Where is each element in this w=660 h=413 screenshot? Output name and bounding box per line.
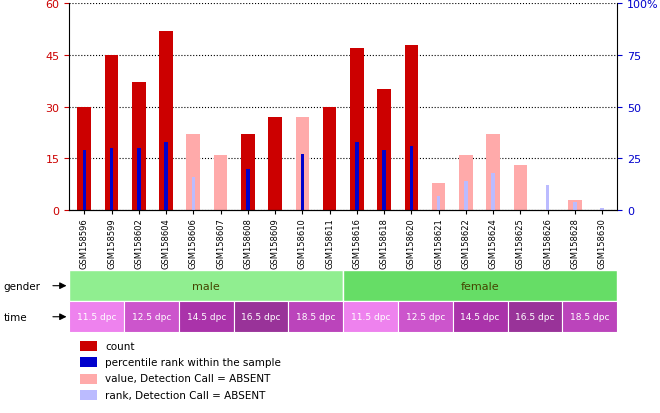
Bar xyxy=(568,200,581,211)
Bar xyxy=(492,173,495,211)
Bar xyxy=(191,178,195,211)
Bar xyxy=(110,149,114,211)
Bar xyxy=(69,301,124,332)
Bar xyxy=(432,183,446,211)
Bar xyxy=(164,142,168,211)
Text: female: female xyxy=(461,281,500,291)
Text: 14.5 dpc: 14.5 dpc xyxy=(187,313,226,321)
Bar xyxy=(508,301,562,332)
Bar xyxy=(382,151,386,211)
Bar xyxy=(137,149,141,211)
Bar xyxy=(81,374,96,384)
Bar xyxy=(81,390,96,400)
Text: 11.5 dpc: 11.5 dpc xyxy=(77,313,116,321)
Text: value, Detection Call = ABSENT: value, Detection Call = ABSENT xyxy=(105,373,271,383)
Bar xyxy=(132,83,146,211)
Text: count: count xyxy=(105,341,135,351)
Text: 14.5 dpc: 14.5 dpc xyxy=(461,313,500,321)
Bar xyxy=(234,301,288,332)
Bar xyxy=(410,147,413,211)
Text: 12.5 dpc: 12.5 dpc xyxy=(406,313,445,321)
Bar xyxy=(343,271,617,301)
Bar xyxy=(486,135,500,211)
Text: 12.5 dpc: 12.5 dpc xyxy=(132,313,171,321)
Text: 18.5 dpc: 18.5 dpc xyxy=(296,313,335,321)
Text: 16.5 dpc: 16.5 dpc xyxy=(242,313,280,321)
Bar xyxy=(81,341,96,351)
Bar xyxy=(601,209,604,211)
Bar xyxy=(124,301,179,332)
Bar xyxy=(398,301,453,332)
Bar xyxy=(296,118,309,211)
Text: 16.5 dpc: 16.5 dpc xyxy=(515,313,554,321)
Bar xyxy=(355,142,358,211)
Bar xyxy=(246,169,249,211)
Bar xyxy=(459,156,473,211)
Bar xyxy=(159,32,173,211)
Bar xyxy=(453,301,508,332)
Text: 18.5 dpc: 18.5 dpc xyxy=(570,313,609,321)
Text: percentile rank within the sample: percentile rank within the sample xyxy=(105,357,280,367)
Text: time: time xyxy=(3,312,27,322)
Bar xyxy=(513,166,527,211)
Bar xyxy=(288,301,343,332)
Bar xyxy=(464,182,467,211)
Bar xyxy=(241,135,255,211)
Bar xyxy=(214,156,228,211)
Bar xyxy=(378,90,391,211)
Bar xyxy=(179,301,234,332)
Bar xyxy=(268,118,282,211)
Bar xyxy=(77,107,91,211)
Bar xyxy=(105,56,118,211)
Bar xyxy=(300,155,304,211)
Bar xyxy=(573,202,577,211)
Bar xyxy=(546,186,549,211)
Bar xyxy=(562,301,617,332)
Bar xyxy=(350,49,364,211)
Bar xyxy=(437,196,440,211)
Text: rank, Detection Call = ABSENT: rank, Detection Call = ABSENT xyxy=(105,390,265,400)
Text: gender: gender xyxy=(3,281,40,291)
Text: male: male xyxy=(192,281,220,291)
Bar xyxy=(323,107,337,211)
Bar xyxy=(405,45,418,211)
Bar xyxy=(343,301,398,332)
Text: 11.5 dpc: 11.5 dpc xyxy=(351,313,390,321)
Bar xyxy=(81,358,96,367)
Bar xyxy=(69,271,343,301)
Bar xyxy=(187,135,200,211)
Bar xyxy=(82,151,86,211)
